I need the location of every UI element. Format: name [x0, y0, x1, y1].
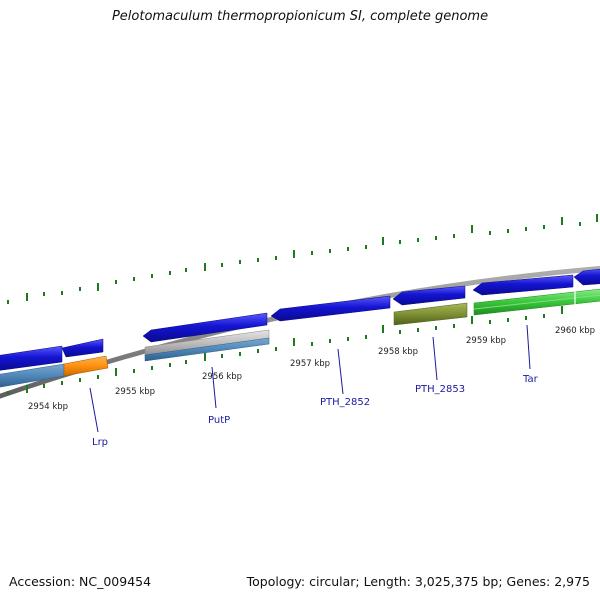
- gene-arrow[interactable]: [472, 274, 574, 296]
- map-title: Pelotomaculum thermopropionicum SI, comp…: [111, 9, 489, 24]
- position-label: 2954 kbp: [28, 402, 68, 412]
- gene-arrow[interactable]: [142, 312, 268, 343]
- position-label: 2959 kbp: [466, 336, 506, 346]
- topology-summary: Topology: circular; Length: 3,025,375 bp…: [246, 574, 590, 589]
- position-label: 2956 kbp: [202, 372, 242, 382]
- gene-arrow[interactable]: [61, 338, 104, 358]
- gene-block-orange[interactable]: [63, 355, 109, 377]
- gene-block-olive[interactable]: [393, 302, 468, 326]
- gene-arrow[interactable]: [270, 295, 391, 322]
- gene-labels: Lrp PutP PTH_2852 PTH_2853 Tar: [92, 374, 539, 448]
- gene-arrow[interactable]: [392, 285, 466, 306]
- inner-ticks: [7, 306, 563, 395]
- outer-ticks: [7, 214, 598, 304]
- accession-text: Accession: NC_009454: [9, 574, 152, 589]
- forward-genes: [0, 268, 600, 371]
- gene-arrow[interactable]: [0, 345, 63, 371]
- gene-arrow[interactable]: [573, 268, 600, 286]
- position-label: 2958 kbp: [378, 347, 418, 357]
- gene-label-lrp[interactable]: Lrp: [92, 437, 108, 448]
- position-label: 2960 kbp: [555, 326, 595, 336]
- position-label: 2955 kbp: [115, 387, 155, 397]
- gene-label-pth-2853[interactable]: PTH_2853: [415, 384, 465, 395]
- reverse-genes: [0, 288, 600, 388]
- gene-label-pth-2852[interactable]: PTH_2852: [320, 397, 370, 408]
- position-labels: 2954 kbp 2955 kbp 2956 kbp 2957 kbp 2958…: [28, 326, 595, 412]
- gene-label-tar[interactable]: Tar: [522, 374, 539, 385]
- gene-leaders: [89, 324, 531, 433]
- gene-block-steel[interactable]: [144, 337, 270, 362]
- position-label: 2957 kbp: [290, 359, 330, 369]
- gene-label-putp[interactable]: PutP: [208, 415, 230, 426]
